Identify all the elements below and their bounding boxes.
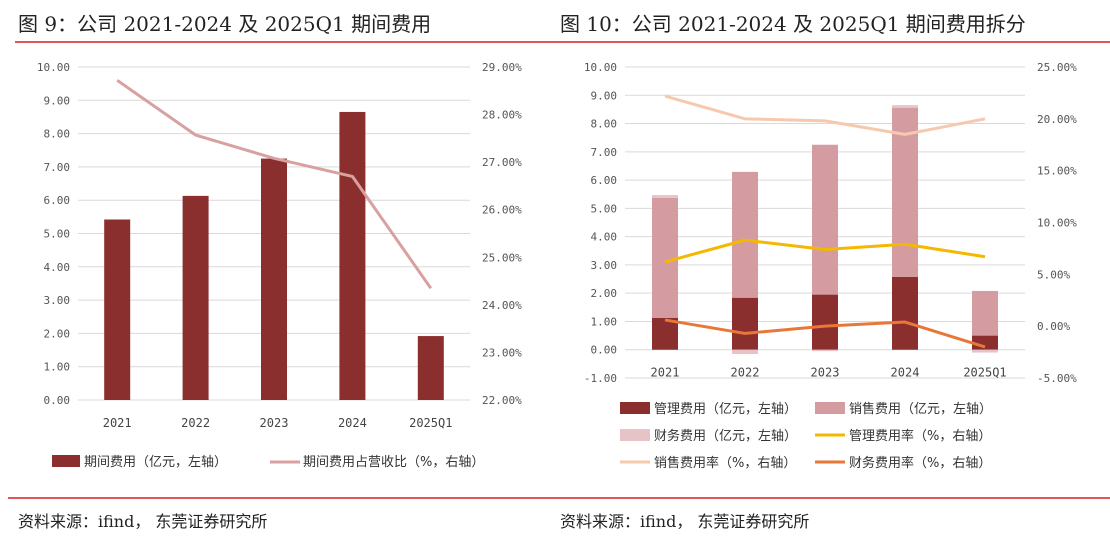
right-axis-tick-label: 22.00% bbox=[482, 394, 522, 407]
right-axis-tick-label: 28.00% bbox=[482, 109, 522, 122]
x-axis-tick-label: 2024 bbox=[338, 416, 367, 430]
legend-label-expense-ratio: 期间费用占营收比（%，右轴） bbox=[303, 455, 484, 470]
x-axis-tick-label: 2023 bbox=[260, 416, 289, 430]
x-axis-tick-label: 2023 bbox=[811, 366, 840, 380]
x-axis-tick-label: 2025Q1 bbox=[409, 416, 452, 430]
left-axis-tick-label: 0.00 bbox=[591, 344, 618, 357]
line-sales-rate bbox=[664, 94, 986, 136]
left-axis-tick-label: 3.00 bbox=[591, 259, 618, 272]
bar-period-expense bbox=[182, 195, 209, 400]
right-axis-tick-label: 0.00% bbox=[1037, 320, 1070, 333]
figure-9-title: 图 9：公司 2021-2024 及 2025Q1 期间费用 bbox=[18, 12, 432, 36]
bar-period-expense bbox=[104, 219, 131, 400]
chart-period-expenses: 0.00 1.00 2.00 3.00 4.00 5.00 6.00 7.00 8.00 9.00… bbox=[37, 61, 522, 470]
left-axis-tick-label: 7.00 bbox=[44, 161, 71, 174]
bar-finance-expense bbox=[972, 349, 998, 353]
left-axis-tick-label: 10.00 bbox=[37, 61, 70, 74]
left-axis-tick-label: -1.00 bbox=[584, 372, 617, 385]
left-axis-tick-label: 5.00 bbox=[44, 228, 71, 241]
left-axis-tick-label: 6.00 bbox=[591, 174, 618, 187]
legend-swatch-finance-expense bbox=[620, 429, 650, 441]
title-rule bbox=[15, 41, 1110, 43]
left-axis-tick-label: 5.00 bbox=[591, 202, 618, 215]
right-axis-tick-label: 5.00% bbox=[1037, 268, 1070, 281]
x-axis-tick-label: 2021 bbox=[103, 416, 132, 430]
bar-period-expense bbox=[339, 111, 366, 400]
figure-10-title: 图 10：公司 2021-2024 及 2025Q1 期间费用拆分 bbox=[560, 12, 1026, 36]
chart-expense-breakdown: -1.00 0.00 1.00 2.00 3.00 4.00 5.00 6.00 7.00 8.0… bbox=[584, 61, 1077, 471]
bar-sales-expense bbox=[892, 107, 918, 277]
bar-finance-expense bbox=[892, 105, 918, 108]
bar-sales-expense bbox=[652, 197, 678, 318]
left-axis-tick-label: 8.00 bbox=[44, 128, 71, 141]
bar-finance-expense bbox=[732, 349, 758, 354]
right-axis-tick-label: 15.00% bbox=[1037, 165, 1077, 178]
x-axis-tick-label: 2021 bbox=[651, 366, 680, 380]
legend-swatch-management-expense bbox=[620, 402, 650, 414]
left-axis-tick-label: 1.00 bbox=[44, 361, 71, 374]
legend-label-sales-expense: 销售费用（亿元，左轴） bbox=[849, 401, 992, 417]
source-rule bbox=[8, 497, 1110, 499]
left-axis-tick-label: 0.00 bbox=[44, 394, 71, 407]
right-axis-tick-label: 20.00% bbox=[1037, 113, 1077, 126]
left-axis-tick-label: 4.00 bbox=[591, 231, 618, 244]
bar-sales-expense bbox=[732, 171, 758, 298]
figure-9-source: 资料来源：ifind， 东莞证券研究所 bbox=[18, 512, 268, 531]
left-axis-tick-label: 6.00 bbox=[44, 194, 71, 207]
legend-swatch-period-expense bbox=[52, 455, 80, 467]
bar-period-expense bbox=[417, 336, 444, 400]
right-axis-tick-label: 29.00% bbox=[482, 61, 522, 74]
bar-management-expense bbox=[892, 276, 918, 350]
bar-sales-expense bbox=[972, 290, 998, 336]
right-axis-tick-label: 25.00% bbox=[482, 251, 522, 264]
x-axis-tick-label: 2022 bbox=[181, 416, 210, 430]
legend-label-finance-rate: 财务费用率（%，右轴） bbox=[849, 455, 991, 471]
right-axis-tick-label: 26.00% bbox=[482, 204, 522, 217]
left-axis-tick-label: 7.00 bbox=[591, 146, 618, 159]
bar-finance-expense bbox=[652, 195, 678, 198]
right-axis-tick-label: 25.00% bbox=[1037, 61, 1077, 74]
right-axis-tick-label: 23.00% bbox=[482, 346, 522, 359]
left-axis-tick-label: 2.00 bbox=[591, 287, 618, 300]
right-axis-tick-label: -5.00% bbox=[1037, 372, 1077, 385]
left-axis-tick-label: 10.00 bbox=[584, 61, 617, 74]
left-axis-tick-label: 2.00 bbox=[44, 327, 71, 340]
right-axis-tick-label: 27.00% bbox=[482, 156, 522, 169]
bar-sales-expense bbox=[812, 144, 838, 295]
right-axis-tick-label: 10.00% bbox=[1037, 217, 1077, 230]
x-axis-tick-label: 2024 bbox=[891, 366, 920, 380]
legend-label-management-rate: 管理费用率（%，右轴） bbox=[849, 428, 991, 444]
bar-finance-expense bbox=[812, 349, 838, 352]
left-axis-tick-label: 1.00 bbox=[591, 315, 618, 328]
bar-management-expense bbox=[732, 297, 758, 350]
legend-swatch-sales-expense bbox=[815, 402, 845, 414]
left-axis-tick-label: 8.00 bbox=[591, 118, 618, 131]
bar-period-expense bbox=[261, 158, 287, 400]
left-axis-tick-label: 9.00 bbox=[591, 89, 618, 102]
left-axis-tick-label: 9.00 bbox=[44, 94, 71, 107]
bar-management-expense bbox=[812, 294, 838, 350]
left-axis-tick-label: 3.00 bbox=[44, 294, 71, 307]
bar-management-expense bbox=[652, 317, 678, 350]
x-axis-tick-label: 2025Q1 bbox=[963, 366, 1006, 380]
legend-label-period-expense: 期间费用（亿元，左轴） bbox=[84, 455, 227, 470]
left-axis-tick-label: 4.00 bbox=[44, 261, 71, 274]
right-axis-tick-label: 24.00% bbox=[482, 299, 522, 312]
x-axis-tick-label: 2022 bbox=[731, 366, 760, 380]
figure-10-source: 资料来源：ifind， 东莞证券研究所 bbox=[560, 512, 810, 531]
legend-label-sales-rate: 销售费用率（%，右轴） bbox=[654, 455, 796, 471]
legend-label-finance-expense: 财务费用（亿元，左轴） bbox=[654, 428, 797, 444]
legend-label-management-expense: 管理费用（亿元，左轴） bbox=[654, 402, 797, 417]
